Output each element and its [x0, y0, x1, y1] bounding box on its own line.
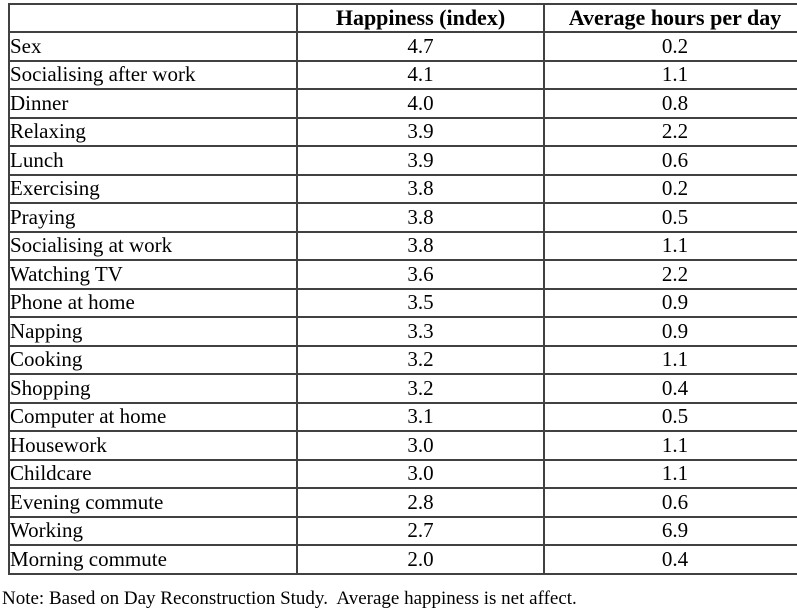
happiness-value-cell: 3.8	[296, 202, 545, 233]
activities-table: Happiness (index) Average hours per day …	[8, 3, 797, 575]
activity-cell: Socialising after work	[8, 59, 298, 90]
hours-value-cell: 0.6	[543, 145, 797, 176]
activity-cell: Napping	[8, 316, 298, 347]
table-row: Sex 4.7 0.2	[8, 31, 797, 62]
activity-cell: Watching TV	[8, 259, 298, 290]
table-row: Working 2.7 6.9	[8, 515, 797, 546]
happiness-value-cell: 3.9	[296, 116, 545, 147]
hours-value-cell: 0.9	[543, 287, 797, 318]
table-row: Socialising after work 4.1 1.1	[8, 59, 797, 90]
activity-cell: Praying	[8, 202, 298, 233]
hours-value-cell: 0.2	[543, 31, 797, 62]
happiness-value-cell: 2.7	[296, 515, 545, 546]
happiness-value-cell: 4.0	[296, 88, 545, 119]
happiness-value-cell: 3.3	[296, 316, 545, 347]
hours-value-cell: 0.8	[543, 88, 797, 119]
column-header-happiness: Happiness (index)	[296, 3, 545, 33]
happiness-value-cell: 4.7	[296, 31, 545, 62]
table-row: Watching TV 3.6 2.2	[8, 259, 797, 290]
header-row: Happiness (index) Average hours per day	[8, 3, 797, 33]
happiness-value-cell: 2.8	[296, 487, 545, 518]
activity-cell: Housework	[8, 430, 298, 461]
happiness-value-cell: 3.8	[296, 230, 545, 261]
hours-value-cell: 0.6	[543, 487, 797, 518]
table-row: Napping 3.3 0.9	[8, 316, 797, 347]
hours-value-cell: 1.1	[543, 59, 797, 90]
activity-cell: Cooking	[8, 344, 298, 375]
happiness-value-cell: 3.9	[296, 145, 545, 176]
table-row: Lunch 3.9 0.6	[8, 145, 797, 176]
hours-value-cell: 1.1	[543, 344, 797, 375]
hours-value-cell: 1.1	[543, 230, 797, 261]
activity-cell: Working	[8, 515, 298, 546]
activity-cell: Phone at home	[8, 287, 298, 318]
table-row: Exercising 3.8 0.2	[8, 173, 797, 204]
happiness-value-cell: 3.1	[296, 401, 545, 432]
happiness-value-cell: 3.0	[296, 458, 545, 489]
hours-value-cell: 0.5	[543, 202, 797, 233]
table-row: Housework 3.0 1.1	[8, 430, 797, 461]
activity-cell: Childcare	[8, 458, 298, 489]
hours-value-cell: 6.9	[543, 515, 797, 546]
happiness-value-cell: 3.8	[296, 173, 545, 204]
table-row: Praying 3.8 0.5	[8, 202, 797, 233]
happiness-value-cell: 3.0	[296, 430, 545, 461]
table-row: Childcare 3.0 1.1	[8, 458, 797, 489]
hours-value-cell: 0.9	[543, 316, 797, 347]
happiness-value-cell: 3.5	[296, 287, 545, 318]
hours-value-cell: 2.2	[543, 259, 797, 290]
activity-cell: Relaxing	[8, 116, 298, 147]
table-row: Cooking 3.2 1.1	[8, 344, 797, 375]
table-row: Phone at home 3.5 0.9	[8, 287, 797, 318]
happiness-value-cell: 4.1	[296, 59, 545, 90]
column-header-hours: Average hours per day	[543, 3, 797, 33]
footnote: Note: Based on Day Reconstruction Study.…	[2, 588, 577, 609]
table-row: Dinner 4.0 0.8	[8, 88, 797, 119]
hours-value-cell: 0.4	[543, 544, 797, 575]
table-row: Morning commute 2.0 0.4	[8, 544, 797, 575]
activity-cell: Sex	[8, 31, 298, 62]
hours-value-cell: 1.1	[543, 430, 797, 461]
activity-cell: Lunch	[8, 145, 298, 176]
table-row: Evening commute 2.8 0.6	[8, 487, 797, 518]
table-row: Shopping 3.2 0.4	[8, 373, 797, 404]
activity-cell: Dinner	[8, 88, 298, 119]
table-row: Relaxing 3.9 2.2	[8, 116, 797, 147]
happiness-value-cell: 3.6	[296, 259, 545, 290]
happiness-value-cell: 3.2	[296, 344, 545, 375]
activity-cell: Socialising at work	[8, 230, 298, 261]
hours-value-cell: 0.2	[543, 173, 797, 204]
hours-value-cell: 2.2	[543, 116, 797, 147]
table-row: Socialising at work 3.8 1.1	[8, 230, 797, 261]
hours-value-cell: 0.4	[543, 373, 797, 404]
activities-table-container: Happiness (index) Average hours per day …	[8, 3, 797, 575]
table-row: Computer at home 3.1 0.5	[8, 401, 797, 432]
activity-cell: Shopping	[8, 373, 298, 404]
activity-cell: Morning commute	[8, 544, 298, 575]
hours-value-cell: 1.1	[543, 458, 797, 489]
hours-value-cell: 0.5	[543, 401, 797, 432]
activity-cell: Exercising	[8, 173, 298, 204]
happiness-value-cell: 3.2	[296, 373, 545, 404]
activity-cell: Evening commute	[8, 487, 298, 518]
activity-cell: Computer at home	[8, 401, 298, 432]
happiness-value-cell: 2.0	[296, 544, 545, 575]
column-header-empty	[8, 3, 298, 33]
